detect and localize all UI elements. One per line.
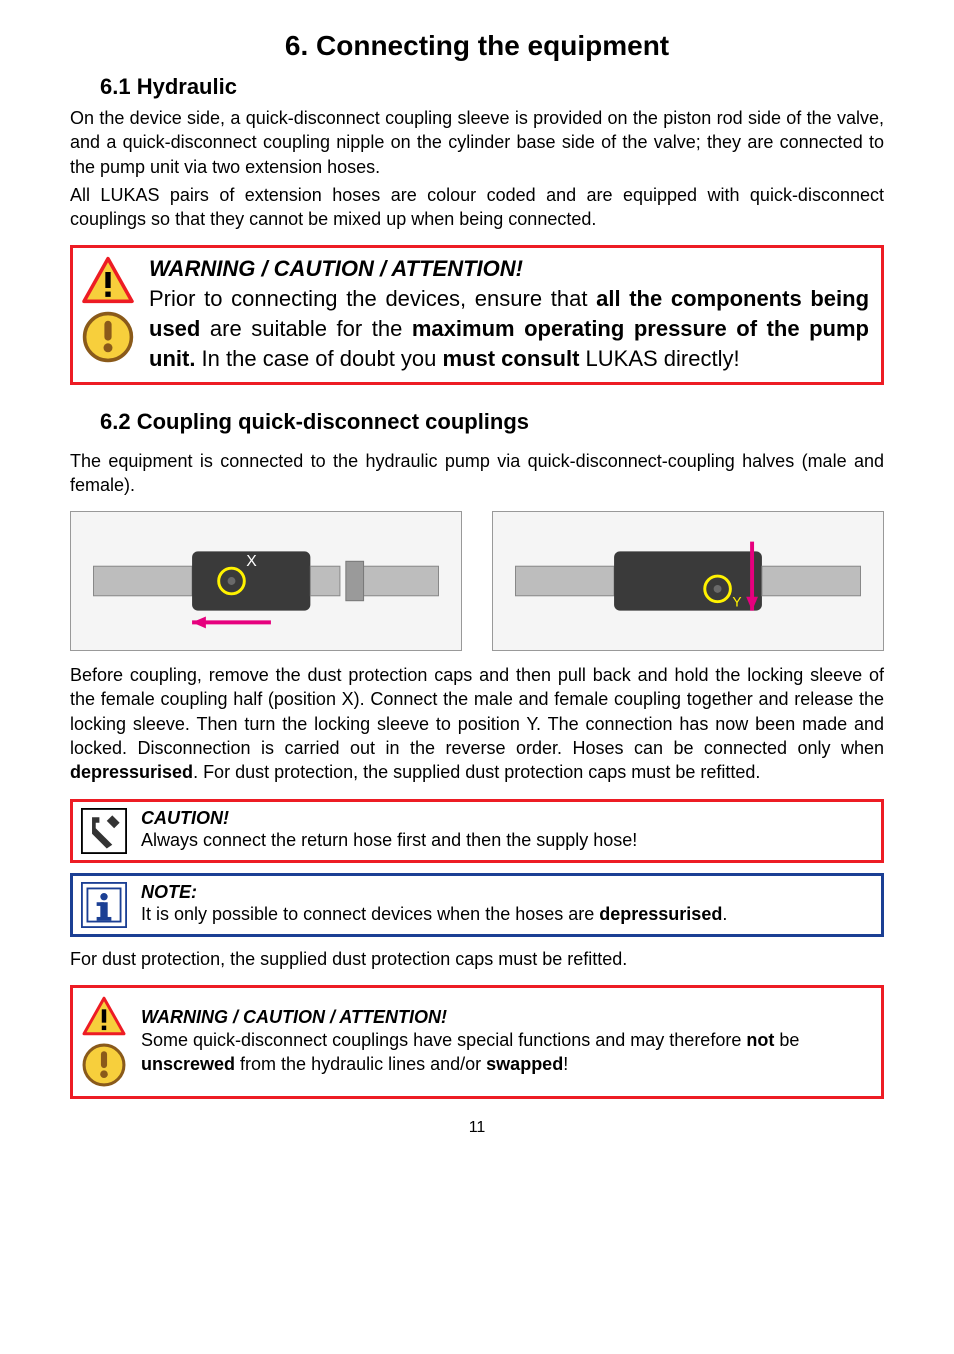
wrench-icon	[81, 808, 127, 854]
warning-content: WARNING / CAUTION / ATTENTION! Prior to …	[149, 256, 869, 373]
label-x: X	[246, 553, 257, 570]
warning-2-content: WARNING / CAUTION / ATTENTION! Some quic…	[141, 1007, 869, 1077]
section-6-1-para2: All LUKAS pairs of extension hoses are c…	[70, 183, 884, 232]
dust-protection-line: For dust protection, the supplied dust p…	[70, 947, 884, 971]
warning-triangle-icon	[81, 256, 135, 304]
note-content: NOTE: It is only possible to connect dev…	[141, 882, 727, 926]
warning-icons-2	[81, 996, 127, 1088]
chapter-number: 6.	[285, 30, 308, 61]
info-icon	[81, 882, 127, 928]
w2-t4: !	[563, 1054, 568, 1074]
s62-t1: Before coupling, remove the dust protect…	[70, 665, 884, 758]
section-6-1-para1: On the device side, a quick-disconnect c…	[70, 106, 884, 179]
warning-triangle-icon	[81, 996, 127, 1036]
s62-b1: depressurised	[70, 762, 193, 782]
coupling-images-row: X Y	[70, 511, 884, 651]
w2-b3: swapped	[486, 1054, 563, 1074]
section-6-2-heading: 6.2 Coupling quick-disconnect couplings	[70, 409, 884, 435]
warning-1-t2: are suitable for the	[200, 316, 412, 341]
coupling-y-svg: Y	[493, 512, 883, 650]
caution-circle-icon	[81, 1042, 127, 1088]
s62-t2: . For dust protection, the supplied dust…	[193, 762, 760, 782]
note-box: NOTE: It is only possible to connect dev…	[70, 873, 884, 937]
warning-1-b3: must consult	[443, 346, 580, 371]
warning-2-text: Some quick-disconnect couplings have spe…	[141, 1028, 869, 1077]
chapter-title-text: Connecting the equipment	[316, 30, 669, 61]
warning-1-t4: LUKAS directly!	[579, 346, 739, 371]
note-heading: NOTE:	[141, 882, 727, 903]
caution-box: CAUTION! Always connect the return hose …	[70, 799, 884, 863]
note-t1: It is only possible to connect devices w…	[141, 904, 599, 924]
caution-circle-icon	[81, 310, 135, 364]
warning-box-1: WARNING / CAUTION / ATTENTION! Prior to …	[70, 245, 884, 384]
warning-box-2: WARNING / CAUTION / ATTENTION! Some quic…	[70, 985, 884, 1099]
coupling-image-y: Y	[492, 511, 884, 651]
w2-t3: from the hydraulic lines and/or	[235, 1054, 486, 1074]
caution-content: CAUTION! Always connect the return hose …	[141, 808, 637, 852]
label-y: Y	[732, 595, 741, 610]
w2-b1: not	[746, 1030, 774, 1050]
warning-1-heading: WARNING / CAUTION / ATTENTION!	[149, 256, 869, 282]
warning-2-heading: WARNING / CAUTION / ATTENTION!	[141, 1007, 869, 1028]
warning-1-t1: Prior to connecting the devices, ensure …	[149, 286, 596, 311]
warning-icons	[81, 256, 135, 364]
note-text: It is only possible to connect devices w…	[141, 903, 727, 926]
coupling-image-x: X	[70, 511, 462, 651]
chapter-title: 6. Connecting the equipment	[70, 30, 884, 62]
caution-heading: CAUTION!	[141, 808, 637, 829]
coupling-x-svg: X	[71, 512, 461, 650]
warning-1-text: Prior to connecting the devices, ensure …	[149, 284, 869, 373]
section-6-2-para: Before coupling, remove the dust protect…	[70, 663, 884, 784]
w2-t2: be	[774, 1030, 799, 1050]
page-number: 11	[70, 1119, 884, 1137]
caution-text: Always connect the return hose first and…	[141, 829, 637, 852]
warning-1-t3: In the case of doubt you	[195, 346, 442, 371]
w2-t1: Some quick-disconnect couplings have spe…	[141, 1030, 746, 1050]
w2-b2: unscrewed	[141, 1054, 235, 1074]
section-6-2-intro: The equipment is connected to the hydrau…	[70, 449, 884, 498]
note-b1: depressurised	[599, 904, 722, 924]
section-6-1-heading: 6.1 Hydraulic	[70, 74, 884, 100]
note-t2: .	[722, 904, 727, 924]
